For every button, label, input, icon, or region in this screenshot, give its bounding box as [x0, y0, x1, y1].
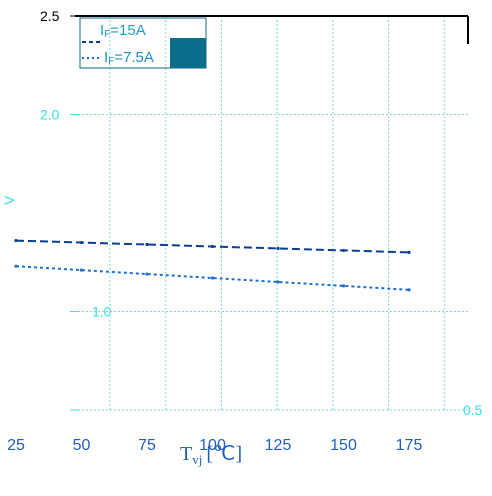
series-point-1 [276, 246, 280, 251]
x-tick-label: 175 [396, 437, 423, 454]
series-point-1 [79, 240, 84, 245]
y-tick-labels: 2.5 2.0 1.0 0.5 [40, 8, 483, 418]
x-axis-label-unit: [℃] [206, 443, 242, 465]
series-layer [14, 238, 411, 292]
x-tick-label: 75 [138, 437, 156, 454]
series-point-2 [276, 280, 280, 284]
x-tick-label: 50 [73, 437, 91, 454]
y-tick-label: 2.0 [40, 107, 60, 123]
plot-frame [75, 15, 469, 44]
legend-label-1: IF=15A [100, 22, 146, 40]
series-point-2 [210, 276, 215, 280]
series-point-2 [407, 288, 411, 292]
series-point-1 [145, 242, 149, 247]
legend-swatch-block [170, 38, 206, 68]
x-tick-label: 25 [7, 437, 25, 454]
series-point-1 [210, 244, 215, 249]
grid [78, 15, 468, 411]
x-tick-label: 125 [265, 437, 292, 454]
legend: IF=15A IF=7.5A [79, 17, 207, 69]
legend-label-1-main: I [100, 22, 104, 39]
series-point-1 [14, 238, 18, 243]
legend-label-2: IF=7.5A [104, 49, 154, 67]
y-tick-label: 1.0 [92, 304, 112, 320]
series-point-2 [14, 264, 18, 268]
x-tick-labels: 25 50 75 100 125 150 175 [7, 437, 422, 454]
series-point-2 [145, 272, 149, 276]
series-point-1 [407, 250, 411, 254]
y-tick-label: 0.5 [463, 402, 483, 418]
legend-label-2-rest: =7.5A [114, 49, 154, 66]
x-tick-label: 100 [199, 437, 226, 454]
legend-label-2-sub: F [108, 56, 114, 67]
x-axis-label-sub: vj [192, 452, 202, 467]
y-axis-label: V [1, 195, 17, 205]
legend-label-1-sub: F [104, 29, 110, 40]
series-point-2 [341, 284, 346, 288]
series-point-1 [341, 248, 346, 253]
legend-label-2-main: I [104, 49, 108, 66]
x-tick-label: 150 [330, 437, 357, 454]
series-point-2 [79, 268, 84, 272]
y-tick-label: 2.5 [40, 8, 60, 24]
x-axis-label: Tvj [℃] [180, 443, 242, 467]
legend-label-1-rest: =15A [110, 22, 145, 39]
x-axis-label-main: T [180, 443, 192, 465]
